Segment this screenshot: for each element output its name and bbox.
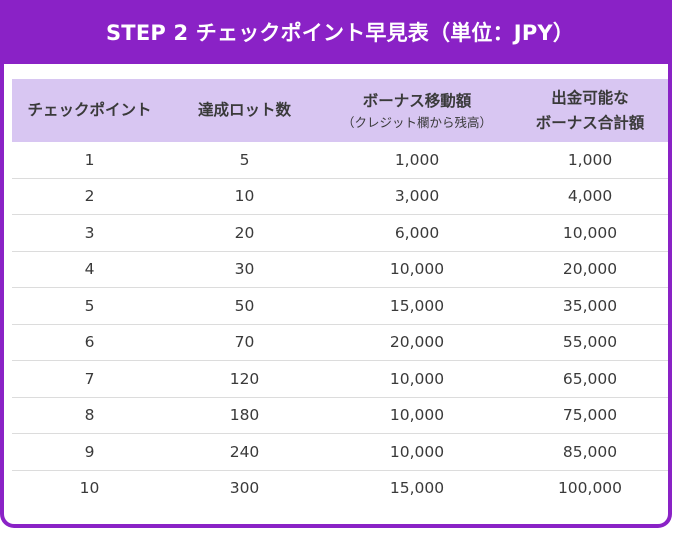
cell-checkpoint: 10 — [79, 479, 100, 498]
cell-withdrawable: 4,000 — [512, 178, 668, 215]
cell-withdrawable: 55,000 — [512, 324, 668, 361]
header-withdrawable: 出金可能な ボーナス合計額 — [512, 79, 668, 142]
table-header: チェックポイント 達成ロット数 ボーナス移動額 （クレジット欄から残高） 出金可… — [12, 79, 668, 142]
cell-checkpoint: 1 — [12, 142, 167, 179]
cell-lots: 50 — [167, 287, 322, 325]
cell-withdrawable: 65,000 — [512, 360, 668, 398]
cell-withdrawable: 75,000 — [512, 397, 668, 434]
header-withdrawable-line2: ボーナス合計額 — [535, 113, 645, 132]
cell-lots: 5 — [167, 142, 322, 179]
cell-bonus-move: 1,000 — [322, 142, 512, 179]
header-checkpoint: チェックポイント — [12, 79, 167, 142]
cell-bonus-move: 10,000 — [322, 397, 512, 434]
cell-bonus-move: 10,000 — [322, 433, 512, 471]
cell-lots: 120 — [167, 360, 322, 398]
checkpoint-table: チェックポイント 達成ロット数 ボーナス移動額 （クレジット欄から残高） 出金可… — [12, 79, 668, 506]
table-body: 1 5 1,000 1,000 2 10 3,000 4,000 3 20 6,000 10,000 4… — [12, 142, 668, 506]
cell-withdrawable: 10,000 — [512, 214, 668, 252]
checkpoint-table-card: STEP 2 チェックポイント早見表（単位：JPY） チェックポイント 達成ロッ… — [0, 0, 672, 528]
table-row: 9 240 10,000 85,000 — [12, 433, 668, 471]
cell-checkpoint: 4 — [12, 251, 167, 288]
header-lots-label: 達成ロット数 — [197, 101, 291, 120]
cell-bonus-move: 15,000 — [322, 287, 512, 325]
header-bonus-move: ボーナス移動額 （クレジット欄から残高） — [322, 79, 512, 142]
cell-bonus-move: 15,000 — [389, 479, 445, 498]
table-row: 8 180 10,000 75,000 — [12, 397, 668, 434]
cell-lots: 20 — [167, 214, 322, 252]
table-row: 6 70 20,000 55,000 — [12, 324, 668, 361]
cell-lots: 240 — [167, 433, 322, 471]
cell-bonus-move: 6,000 — [322, 214, 512, 252]
cell-bonus-move: 3,000 — [322, 178, 512, 215]
cell-checkpoint: 3 — [12, 214, 167, 252]
cell-withdrawable: 100,000 — [557, 479, 623, 498]
table-row: 2 10 3,000 4,000 — [12, 178, 668, 215]
header-checkpoint-label: チェックポイント — [27, 101, 152, 120]
cell-withdrawable: 35,000 — [512, 287, 668, 325]
header-lots: 達成ロット数 — [167, 79, 322, 142]
cell-checkpoint: 8 — [12, 397, 167, 434]
table-row: 10 300 15,000 100,000 — [12, 470, 668, 506]
cell-checkpoint: 2 — [12, 178, 167, 215]
table-title: STEP 2 チェックポイント早見表（単位：JPY） — [4, 0, 668, 64]
header-withdrawable-line1: 出金可能な — [551, 89, 629, 108]
table-row: 7 120 10,000 65,000 — [12, 360, 668, 398]
cell-checkpoint: 9 — [12, 433, 167, 471]
cell-withdrawable: 1,000 — [512, 142, 668, 179]
header-row: チェックポイント 達成ロット数 ボーナス移動額 （クレジット欄から残高） 出金可… — [12, 79, 668, 142]
cell-withdrawable: 20,000 — [512, 251, 668, 288]
cell-checkpoint: 5 — [12, 287, 167, 325]
table-container: チェックポイント 達成ロット数 ボーナス移動額 （クレジット欄から残高） 出金可… — [12, 79, 668, 506]
cell-lots: 300 — [229, 479, 260, 498]
cell-lots: 180 — [167, 397, 322, 434]
cell-checkpoint: 6 — [12, 324, 167, 361]
cell-lots: 30 — [167, 251, 322, 288]
table-row: 1 5 1,000 1,000 — [12, 142, 668, 179]
cell-bonus-move: 10,000 — [322, 360, 512, 398]
cell-lots: 70 — [167, 324, 322, 361]
cell-bonus-move: 20,000 — [322, 324, 512, 361]
table-row: 5 50 15,000 35,000 — [12, 287, 668, 325]
cell-checkpoint: 7 — [12, 360, 167, 398]
header-bonus-move-label: ボーナス移動額 — [362, 91, 472, 110]
header-bonus-move-sublabel: （クレジット欄から残高） — [341, 114, 492, 130]
cell-lots: 10 — [167, 178, 322, 215]
cell-bonus-move: 10,000 — [322, 251, 512, 288]
table-row: 4 30 10,000 20,000 — [12, 251, 668, 288]
table-row: 3 20 6,000 10,000 — [12, 214, 668, 252]
cell-withdrawable: 85,000 — [512, 433, 668, 471]
